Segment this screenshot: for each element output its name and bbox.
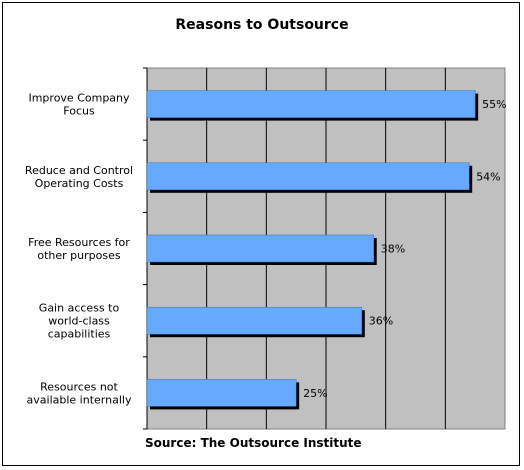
bar xyxy=(146,90,476,118)
value-labels: 55% 54% 38% 36% 25% xyxy=(303,98,506,400)
bar xyxy=(146,162,470,191)
value-label: 54% xyxy=(476,170,500,183)
category-labels: Improve Company Focus Reduce and Control Op… xyxy=(25,92,133,407)
category-axis xyxy=(143,67,148,430)
category-label: Gain access to world-class capabilities xyxy=(39,302,120,341)
value-label: 36% xyxy=(369,315,393,328)
category-label: Reduce and Control Operating Costs xyxy=(25,164,133,190)
value-label: 55% xyxy=(482,98,506,111)
category-label: Resources not available internally xyxy=(27,380,132,406)
bar xyxy=(146,234,374,263)
source-note: Source: The Outsource Institute xyxy=(145,436,362,450)
value-label: 25% xyxy=(303,387,327,400)
chart-title: Reasons to Outsource xyxy=(175,17,349,33)
value-label: 38% xyxy=(381,243,405,256)
bar xyxy=(146,306,363,335)
category-label: Free Resources for other purposes xyxy=(28,236,130,262)
category-label: Improve Company Focus xyxy=(28,92,130,118)
bar xyxy=(146,379,297,407)
bars xyxy=(146,90,479,410)
